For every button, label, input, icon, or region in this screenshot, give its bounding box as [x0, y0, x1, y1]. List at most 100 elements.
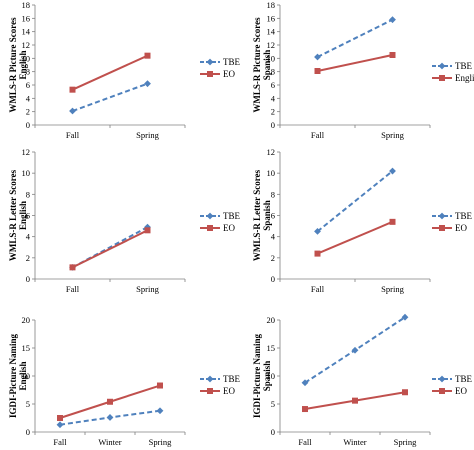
- data-point-eo: [389, 52, 396, 58]
- x-tick-label: Fall: [66, 284, 80, 294]
- series-line-eo: [317, 220, 393, 255]
- y-axis-label-line: WMLS-R Letter Scores: [8, 169, 18, 261]
- y-tick-label: 5: [26, 399, 30, 409]
- y-tick-label: 4: [26, 232, 31, 242]
- legend-label: EO: [223, 69, 235, 79]
- legend-label: EO: [455, 223, 467, 233]
- data-point-tbe: [56, 421, 64, 429]
- x-tick-label: Spring: [381, 130, 404, 140]
- y-tick-label: 5: [271, 399, 275, 409]
- data-point-eo: [107, 398, 113, 405]
- x-tick-label: Spring: [381, 284, 404, 294]
- legend-marker-tbe: [438, 62, 446, 70]
- y-tick-label: 18: [267, 0, 276, 10]
- x-tick-label: Spring: [136, 130, 159, 140]
- legend: TBE EO: [432, 374, 473, 396]
- y-axis-label: WMLS-R Picture ScoresEnglish: [8, 17, 28, 113]
- data-point-eo: [156, 382, 163, 389]
- y-tick-label: 10: [267, 371, 276, 381]
- data-point-tbe: [314, 227, 321, 235]
- y-tick-label: 2: [26, 253, 30, 263]
- y-tick-label: 2: [271, 253, 275, 263]
- legend-label: TBE: [455, 61, 473, 71]
- x-tick-label: Spring: [394, 437, 417, 447]
- series-line-tbe: [316, 170, 394, 233]
- data-point-eo: [401, 389, 408, 396]
- legend: TBE EO: [200, 211, 241, 233]
- x-tick-label: Fall: [311, 284, 325, 294]
- y-axis-label: WMLS-R Letter ScoresSpanish: [252, 169, 272, 261]
- panel-p1: 0 2 4 6 8 10 12 14 16 18 Fall Spring WMLS-R Picture …: [8, 0, 241, 140]
- data-point-tbe: [106, 414, 114, 421]
- legend-label: EO: [455, 386, 467, 396]
- data-point-tbe: [301, 379, 309, 387]
- series-line-eo: [317, 54, 393, 72]
- y-tick-label: 0: [271, 120, 275, 130]
- legend-marker-eo: [439, 75, 445, 81]
- legend-marker-tbe: [438, 375, 446, 383]
- y-axis-label: WMLS-R Picture ScoresSpanish: [252, 17, 272, 113]
- legend-marker-eo: [207, 388, 213, 394]
- legend: TBE EO: [432, 211, 473, 233]
- series-line-tbe: [72, 226, 148, 269]
- y-tick-label: 10: [22, 371, 31, 381]
- data-point-tbe: [401, 313, 409, 321]
- x-tick-label: Winter: [343, 437, 366, 447]
- data-point-tbe: [389, 16, 396, 24]
- y-axis-label: IGDI-Picture NamingEnglish: [8, 333, 28, 418]
- legend: TBE EO: [200, 57, 241, 79]
- y-tick-label: 8: [26, 67, 30, 77]
- y-tick-label: 0: [26, 427, 30, 437]
- y-tick-label: 16: [267, 13, 276, 23]
- y-axis-label-line: English: [18, 201, 28, 230]
- y-tick-label: 2: [26, 107, 30, 117]
- legend-marker-eo: [439, 388, 445, 394]
- y-tick-label: 20: [267, 315, 276, 325]
- legend-label: English: [455, 73, 474, 83]
- y-tick-label: 8: [26, 189, 30, 199]
- y-axis-label-line: English: [18, 361, 28, 390]
- y-axis-label-line: WMLS-R Picture Scores: [252, 17, 262, 113]
- data-point-tbe: [156, 407, 164, 415]
- legend-label: TBE: [455, 211, 473, 221]
- legend-label: TBE: [223, 374, 241, 384]
- legend-marker-eo: [207, 225, 213, 231]
- legend-marker-tbe: [206, 58, 214, 66]
- legend: TBE EO: [200, 374, 241, 396]
- legend-label: TBE: [455, 374, 473, 384]
- y-tick-label: 14: [22, 27, 31, 37]
- y-axis-label: WMLS-R Letter ScoresEnglish: [8, 169, 28, 261]
- data-point-eo: [314, 68, 321, 74]
- y-axis-label-line: IGDI-Picture Naming: [8, 333, 18, 418]
- data-point-tbe: [69, 107, 76, 115]
- panel-p5: 0 5 10 15 20 Fall Winter Spring IGDI-Picture Nam…: [8, 315, 241, 447]
- y-axis-label-line: Spanish: [262, 361, 272, 392]
- x-tick-label: Winter: [98, 437, 121, 447]
- data-point-tbe: [314, 53, 321, 61]
- panel-p4: 0 2 4 6 8 10 12 Fall Spring WMLS-R Letter ScoresS…: [252, 147, 473, 294]
- legend-label: EO: [223, 386, 235, 396]
- legend-label: TBE: [223, 211, 241, 221]
- y-tick-label: 6: [26, 80, 30, 90]
- y-axis-label: IGDI-Picture NamingSpanish: [252, 333, 272, 418]
- y-tick-label: 15: [22, 343, 31, 353]
- y-tick-label: 0: [271, 427, 275, 437]
- y-tick-label: 12: [267, 147, 276, 157]
- data-point-eo: [144, 52, 151, 59]
- y-tick-label: 10: [22, 53, 31, 63]
- y-tick-label: 8: [271, 189, 275, 199]
- y-tick-label: 10: [267, 168, 276, 178]
- x-tick-label: Spring: [149, 437, 172, 447]
- y-tick-label: 8: [271, 67, 275, 77]
- y-tick-label: 10: [267, 53, 276, 63]
- panel-p2: 0 2 4 6 8 10 12 14 16 18 Fall Spring WMLS-R Picture …: [252, 0, 474, 140]
- legend-marker-tbe: [206, 375, 214, 383]
- data-point-eo: [57, 415, 64, 421]
- y-axis-label-line: Spanish: [262, 50, 272, 81]
- y-tick-label: 0: [26, 274, 30, 284]
- y-tick-label: 6: [271, 211, 275, 221]
- data-point-tbe: [351, 346, 359, 354]
